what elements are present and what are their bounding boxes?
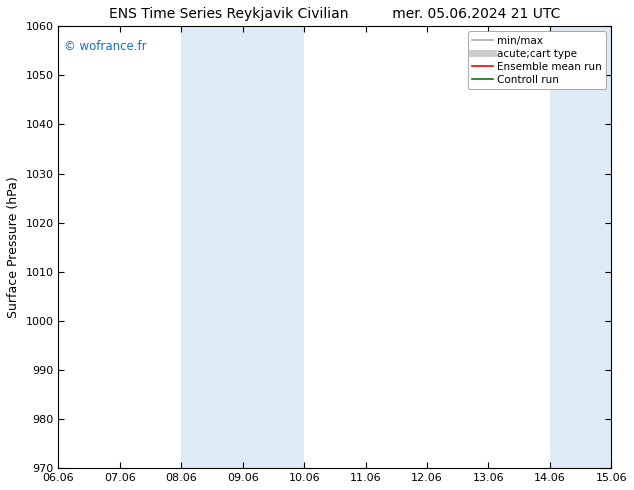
Bar (181, 26, 243, 468)
Bar (243, 26, 304, 468)
Y-axis label: Surface Pressure (hPa): Surface Pressure (hPa) (7, 176, 20, 318)
Title: ENS Time Series Reykjavik Civilian          mer. 05.06.2024 21 UTC: ENS Time Series Reykjavik Civilian mer. … (109, 7, 560, 21)
Text: © wofrance.fr: © wofrance.fr (64, 40, 146, 52)
Legend: min/max, acute;cart type, Ensemble mean run, Controll run: min/max, acute;cart type, Ensemble mean … (468, 31, 606, 89)
Bar (550, 26, 611, 468)
